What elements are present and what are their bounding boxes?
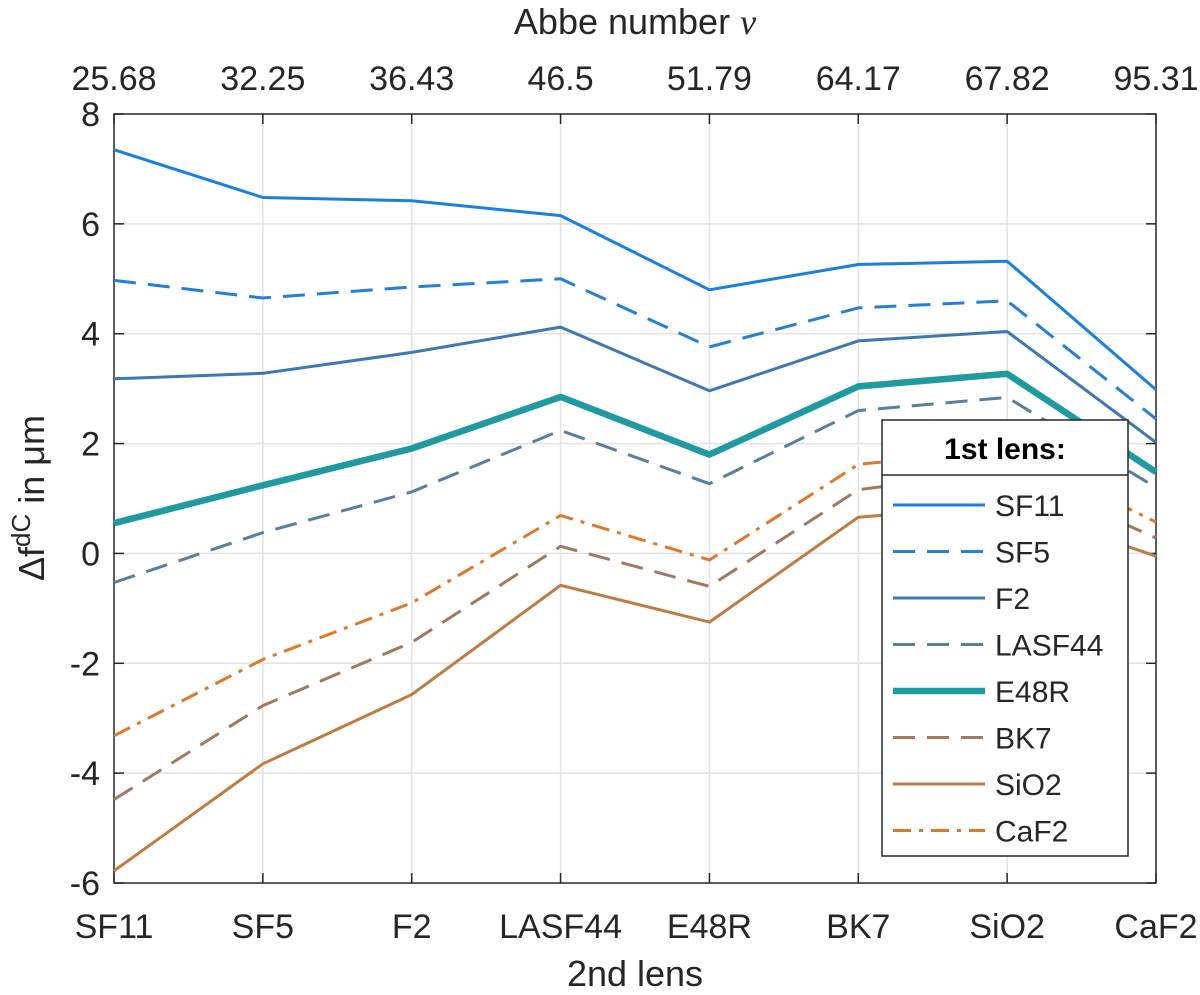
y-tick-label: -6 — [70, 865, 100, 903]
y-tick-label: 4 — [81, 316, 100, 354]
y-tick-label: 2 — [81, 426, 100, 464]
legend-label-f2: F2 — [995, 583, 1030, 616]
legend-label-sio2: SiO2 — [995, 769, 1062, 802]
x-tick-label: SiO2 — [969, 908, 1045, 946]
x-tick-label: LASF44 — [499, 908, 622, 946]
legend-label-sf5: SF5 — [995, 537, 1050, 570]
x-tick-label: F2 — [392, 908, 432, 946]
top-tick-label: 25.68 — [71, 60, 156, 98]
legend: 1st lens: SF11 SF5 F2 LASF44 E48R BK7 SiO2 CaF2 — [881, 419, 1129, 857]
top-tick-label: 46.5 — [527, 60, 593, 98]
legend-title: 1st lens: — [944, 433, 1066, 466]
top-axis-title: Abbe number ν — [514, 1, 756, 42]
y-axis-title-superscript: dC — [6, 514, 36, 547]
y-tick-label: 6 — [81, 206, 100, 244]
y-tick-label: 0 — [81, 535, 100, 573]
top-tick-label: 67.82 — [965, 60, 1050, 98]
top-axis-symbol: ν — [740, 2, 756, 42]
x-tick-label: E48R — [667, 908, 752, 946]
series-line-e48r — [113, 370, 1158, 527]
x-axis-title: 2nd lens — [567, 953, 703, 994]
legend-label-sf11: SF11 — [995, 490, 1064, 523]
x-tick-label: BK7 — [826, 908, 890, 946]
plot-frame — [113, 113, 1157, 884]
tick-layer: SF11 25.68 SF5 32.25 F2 36.43 LASF44 46.5 E48R 51… — [70, 60, 1199, 946]
x-tick-label: CaF2 — [1114, 908, 1197, 946]
top-tick-label: 32.25 — [220, 60, 305, 98]
legend-label-bk7: BK7 — [995, 723, 1052, 756]
y-tick-label: -2 — [70, 645, 100, 683]
top-tick-label: 36.43 — [369, 60, 454, 98]
y-axis-title: ΔfdC in μm — [6, 415, 52, 581]
series-line-lasf44 — [113, 395, 1157, 584]
top-tick-label: 51.79 — [667, 60, 752, 98]
y-tick-label: -4 — [70, 755, 100, 793]
top-tick-label: 64.17 — [816, 60, 901, 98]
legend-label-lasf44: LASF44 — [995, 630, 1103, 663]
x-tick-label: SF5 — [232, 908, 294, 946]
series-line-sf11 — [113, 148, 1157, 391]
legend-items: SF11 SF5 F2 LASF44 E48R BK7 SiO2 CaF2 — [893, 490, 1103, 849]
top-tick-label: 95.31 — [1113, 60, 1198, 98]
legend-label-e48r: E48R — [995, 676, 1070, 709]
series-line-f2 — [113, 325, 1157, 444]
series-line-sf5 — [113, 277, 1157, 421]
y-tick-label: 8 — [81, 96, 100, 134]
legend-label-caf2: CaF2 — [995, 816, 1068, 849]
x-tick-label: SF11 — [75, 908, 154, 946]
